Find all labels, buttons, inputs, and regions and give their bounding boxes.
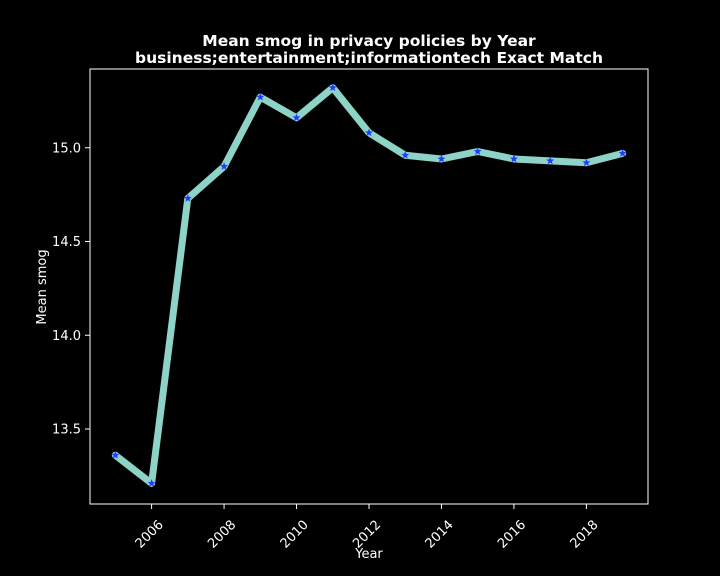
y-tick-label: 14.5 [52, 235, 81, 250]
data-point [365, 128, 373, 137]
data-point [509, 154, 518, 163]
y-axis-label: Mean smog [35, 249, 50, 324]
chart-subtitle: business;entertainment;informationtech E… [135, 49, 603, 67]
data-point [401, 151, 410, 159]
data-point [328, 83, 337, 92]
plot-area [111, 83, 627, 487]
data-point [437, 154, 446, 163]
data-point [220, 162, 229, 170]
y-tick-label: 15.0 [52, 141, 81, 156]
data-point [256, 92, 265, 101]
data-point [546, 156, 555, 165]
data-point [582, 158, 591, 167]
x-axis-label: Year [354, 547, 383, 562]
axes-frame [89, 68, 649, 505]
y-tick-label: 14.0 [52, 329, 81, 344]
chart-title: Mean smog in privacy policies by Year [202, 32, 536, 50]
data-point [473, 147, 482, 155]
data-point [111, 451, 120, 459]
data-point [618, 149, 627, 157]
data-point [292, 113, 301, 122]
data-point [147, 479, 156, 487]
y-tick-label: 13.5 [52, 423, 81, 438]
data-point [183, 194, 192, 202]
